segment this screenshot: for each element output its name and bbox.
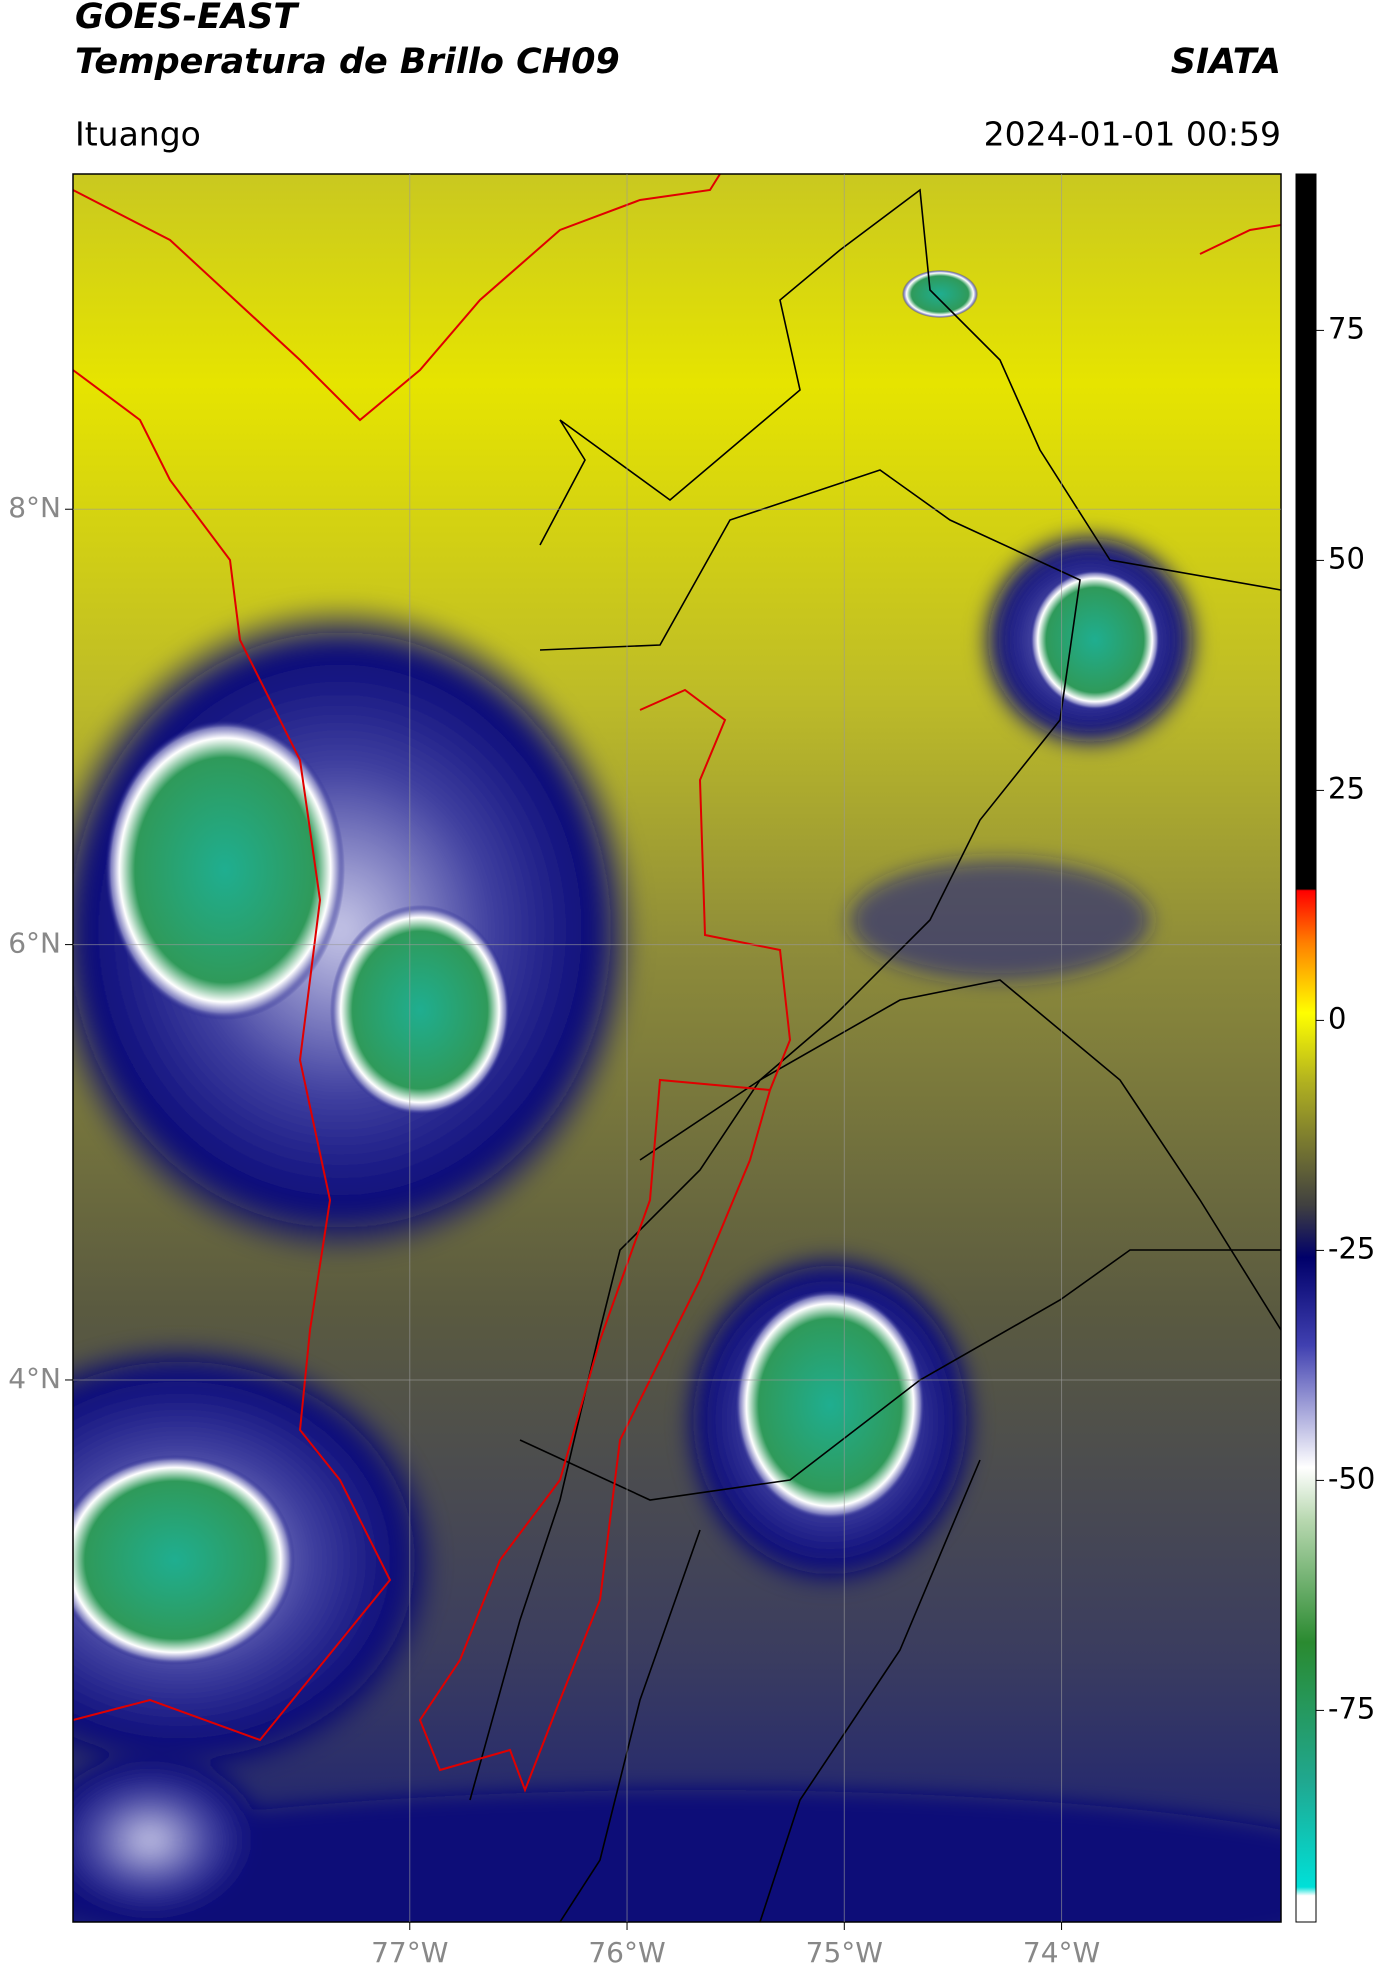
subtitle: Temperatura de Brillo CH09 <box>75 42 620 82</box>
satellite-image <box>73 174 1281 1922</box>
colorbar-label: 0 <box>1328 1001 1346 1035</box>
colorbar-label: 25 <box>1328 771 1365 805</box>
location: Ituango <box>75 115 201 154</box>
x-tick-label: 74°W <box>1023 1936 1100 1969</box>
y-tick-label: 4°N <box>8 1362 61 1395</box>
colorbar-label: -50 <box>1328 1461 1375 1495</box>
colorbar <box>1295 173 1317 1923</box>
brand: SIATA <box>1171 42 1281 82</box>
x-tick-label: 76°W <box>588 1936 665 1969</box>
x-tick-label: 75°W <box>806 1936 883 1969</box>
map-frame <box>72 173 1282 1923</box>
x-tick-label: 77°W <box>371 1936 448 1969</box>
colorbar-label: -75 <box>1328 1691 1375 1725</box>
title: GOES-EAST <box>75 0 300 37</box>
y-tick-label: 6°N <box>8 927 61 960</box>
datetime: 2024-01-01 00:59 <box>984 115 1281 154</box>
colorbar-label: 50 <box>1328 541 1365 575</box>
colorbar-label: 75 <box>1328 311 1365 345</box>
colorbar-label: -25 <box>1328 1231 1375 1265</box>
y-tick-label: 8°N <box>8 491 61 524</box>
